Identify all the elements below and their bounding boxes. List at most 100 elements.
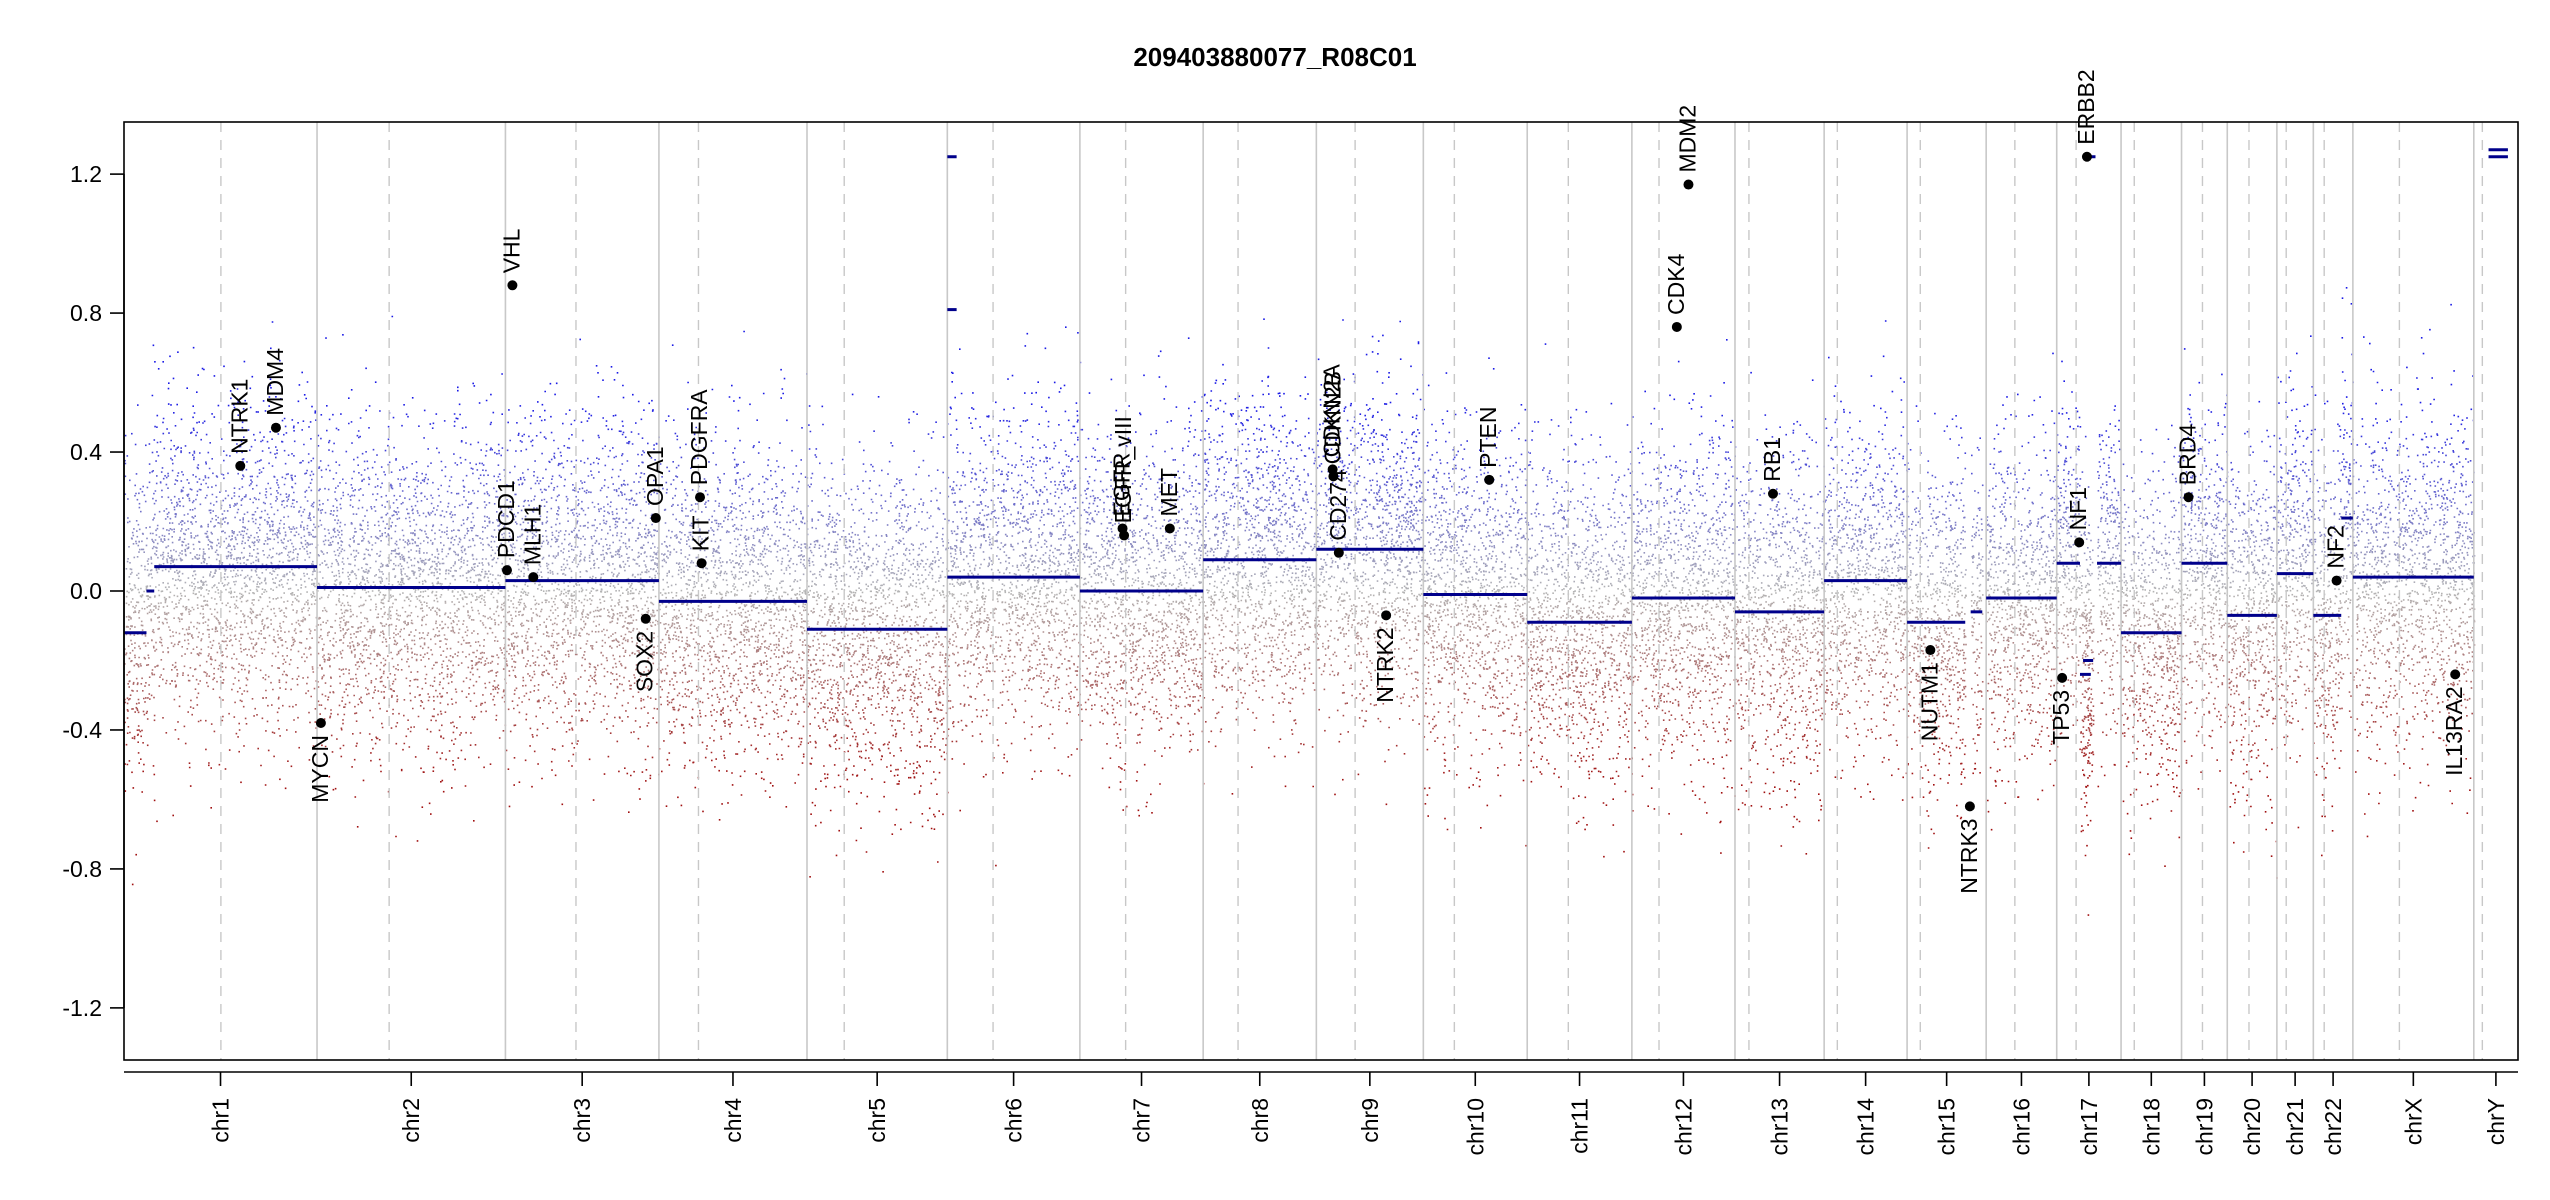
probe-points bbox=[337, 570, 490, 573]
probe-points bbox=[967, 660, 1031, 663]
probe-points bbox=[1839, 713, 1843, 715]
probe-points bbox=[981, 509, 1053, 512]
probe-points bbox=[1776, 689, 1794, 691]
probe-points bbox=[1241, 701, 1290, 704]
probe-points bbox=[1214, 745, 1314, 748]
probe-points bbox=[1137, 733, 1192, 737]
probe-points bbox=[526, 538, 630, 541]
probe-points bbox=[1096, 607, 1190, 611]
probe-points bbox=[163, 537, 285, 540]
probe-points bbox=[815, 599, 948, 603]
probe-points bbox=[1973, 768, 1977, 770]
probe-points bbox=[1908, 640, 1956, 644]
probe-points bbox=[1208, 637, 1318, 640]
probe-points bbox=[1358, 524, 1414, 527]
probe-points bbox=[1427, 671, 1455, 674]
probe-points bbox=[1222, 648, 1310, 652]
probe-points bbox=[1045, 410, 1067, 413]
probe-points bbox=[1939, 746, 1961, 750]
probe-points bbox=[1749, 521, 1811, 524]
probe-points bbox=[661, 615, 795, 618]
probe-points bbox=[1454, 413, 1472, 416]
probe-points bbox=[1294, 428, 1297, 430]
probe-points bbox=[839, 538, 949, 541]
probe-points bbox=[1869, 482, 1872, 484]
probe-points bbox=[1838, 680, 1841, 683]
probe-points bbox=[317, 444, 389, 447]
probe-points bbox=[1253, 503, 1295, 507]
probe-points bbox=[1089, 522, 1188, 525]
probe-points bbox=[680, 552, 767, 555]
probe-points bbox=[142, 485, 144, 488]
probe-points bbox=[1879, 673, 1893, 676]
probe-points bbox=[1514, 426, 1516, 429]
probe-points bbox=[1911, 748, 1944, 750]
probe-points bbox=[138, 762, 140, 764]
probe-points bbox=[990, 512, 1069, 515]
probe-points bbox=[1759, 603, 1796, 606]
probe-points bbox=[895, 506, 909, 509]
probe-points bbox=[1342, 684, 1345, 686]
probe-points bbox=[668, 637, 788, 640]
probe-points bbox=[1954, 642, 1958, 644]
probe-points bbox=[1135, 430, 1203, 433]
probe-points bbox=[1980, 558, 1983, 561]
probe-points bbox=[1184, 427, 1186, 430]
probe-points bbox=[1530, 653, 1627, 657]
probe-points bbox=[182, 497, 184, 499]
probe-points bbox=[512, 603, 655, 606]
probe-points bbox=[1821, 514, 1824, 517]
probe-points bbox=[454, 768, 456, 771]
probe-points bbox=[534, 460, 629, 463]
probe-points bbox=[155, 545, 317, 549]
probe-points bbox=[1431, 521, 1529, 524]
probe-points bbox=[334, 530, 484, 534]
probe-points bbox=[1169, 484, 1172, 486]
probe-points bbox=[1473, 558, 1498, 560]
probe-points bbox=[1245, 654, 1292, 657]
probe-points bbox=[1576, 632, 1633, 635]
probe-points bbox=[966, 609, 1067, 612]
probe-points bbox=[1211, 572, 1314, 575]
probe-points bbox=[1110, 632, 1185, 636]
probe-points bbox=[1261, 535, 1316, 538]
probe-points bbox=[887, 510, 890, 512]
probe-points bbox=[809, 570, 944, 574]
probe-points bbox=[1285, 682, 1287, 685]
probe-points bbox=[829, 613, 896, 617]
probe-points bbox=[139, 488, 142, 490]
probe-points bbox=[1632, 415, 1703, 418]
probe-points bbox=[1830, 509, 1897, 512]
probe-points bbox=[1443, 752, 1484, 755]
probe-points bbox=[1107, 702, 1139, 705]
probe-points bbox=[279, 778, 281, 781]
probe-points bbox=[682, 524, 691, 527]
probe-points bbox=[174, 686, 177, 688]
probe-points bbox=[1142, 706, 1203, 709]
probe-points bbox=[1542, 648, 1583, 652]
probe-points bbox=[1645, 720, 1705, 722]
probe-points bbox=[1551, 481, 1617, 484]
probe-points bbox=[1943, 430, 1946, 432]
probe-points bbox=[1085, 685, 1198, 688]
probe-points bbox=[717, 547, 720, 549]
probe-points bbox=[176, 672, 215, 675]
probe-points bbox=[1975, 713, 1978, 715]
probe-points bbox=[1429, 505, 1512, 508]
probe-points bbox=[157, 627, 311, 631]
probe-points bbox=[508, 566, 652, 570]
probe-points bbox=[1214, 455, 1307, 458]
probe-points bbox=[359, 731, 472, 734]
probe-points bbox=[948, 519, 1041, 522]
probe-points bbox=[1215, 498, 1309, 502]
probe-points bbox=[1694, 690, 1707, 692]
probe-points bbox=[1529, 547, 1625, 550]
probe-points bbox=[685, 492, 736, 495]
probe-points bbox=[918, 466, 920, 468]
probe-points bbox=[132, 681, 147, 684]
probe-points bbox=[1565, 585, 1627, 589]
probe-points bbox=[1928, 497, 1931, 500]
probe-points bbox=[176, 586, 302, 590]
probe-points bbox=[361, 535, 388, 538]
probe-points bbox=[949, 641, 1080, 645]
